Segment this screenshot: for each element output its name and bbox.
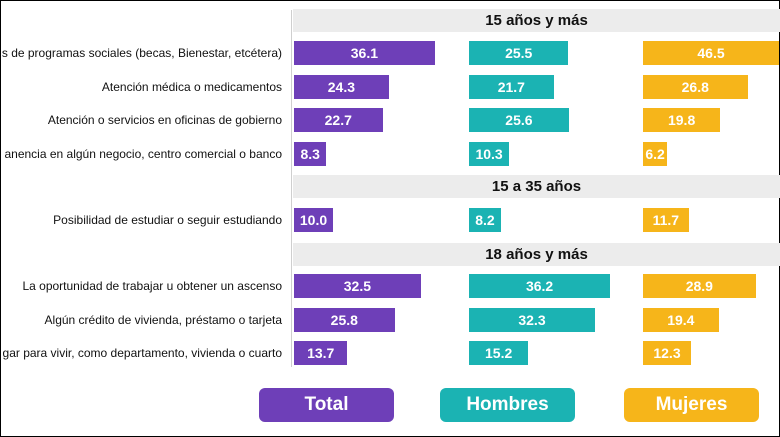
bar-total-g2-r1: 25.8 bbox=[294, 308, 395, 332]
row-label-credito: Algún crédito de vivienda, préstamo o ta… bbox=[44, 313, 282, 327]
row-label-vivienda: gar para vivir, como departamento, vivie… bbox=[2, 346, 282, 360]
bar-mujeres-g0-r2: 19.8 bbox=[643, 108, 721, 132]
bar-mujeres-g2-r0: 28.9 bbox=[643, 274, 756, 298]
bar-hombres-g2-r2: 15.2 bbox=[469, 341, 529, 365]
group-header-15-mas: 15 años y más bbox=[293, 9, 780, 32]
bar-hombres-g0-r1: 21.7 bbox=[469, 75, 554, 99]
bar-hombres-g0-r2: 25.6 bbox=[469, 108, 569, 132]
label-divider bbox=[291, 10, 292, 367]
group-header-18-mas: 18 años y más bbox=[293, 243, 780, 266]
bar-total-g2-r2: 13.7 bbox=[294, 341, 348, 365]
bar-mujeres-g0-r0: 46.5 bbox=[643, 41, 779, 65]
bar-total-g0-r2: 22.7 bbox=[294, 108, 383, 132]
legend-hombres: Hombres bbox=[440, 388, 575, 422]
bar-hombres-g2-r1: 32.3 bbox=[469, 308, 595, 332]
row-label-negocio-banco: anencia en algún negocio, centro comerci… bbox=[4, 147, 282, 161]
legend-total: Total bbox=[259, 388, 394, 422]
row-label-oficinas-gobierno: Atención o servicios en oficinas de gobi… bbox=[47, 113, 282, 127]
bar-hombres-g2-r0: 36.2 bbox=[469, 274, 611, 298]
bar-mujeres-g2-r2: 12.3 bbox=[643, 341, 691, 365]
bar-mujeres-g1-r0: 11.7 bbox=[643, 208, 689, 232]
bar-mujeres-g0-r3: 6.2 bbox=[643, 142, 668, 166]
bar-total-g0-r3: 8.3 bbox=[294, 142, 327, 166]
row-label-atencion-medica: Atención médica o medicamentos bbox=[101, 80, 282, 94]
legend-mujeres: Mujeres bbox=[624, 388, 759, 422]
bar-total-g2-r0: 32.5 bbox=[294, 274, 421, 298]
group-header-15-35: 15 a 35 años bbox=[293, 175, 780, 198]
bar-total-g1-r0: 10.0 bbox=[294, 208, 333, 232]
bar-hombres-g1-r0: 8.2 bbox=[469, 208, 501, 232]
row-label-trabajar: La oportunidad de trabajar u obtener un … bbox=[22, 279, 282, 293]
bar-total-g0-r0: 36.1 bbox=[294, 41, 435, 65]
bar-hombres-g0-r0: 25.5 bbox=[469, 41, 569, 65]
bar-hombres-g0-r3: 10.3 bbox=[469, 142, 510, 166]
bar-mujeres-g2-r1: 19.4 bbox=[643, 308, 719, 332]
row-label-estudiar: Posibilidad de estudiar o seguir estudia… bbox=[53, 213, 282, 227]
bar-mujeres-g0-r1: 26.8 bbox=[643, 75, 748, 99]
bar-total-g0-r1: 24.3 bbox=[294, 75, 389, 99]
row-label-programas-sociales: s de programas sociales (becas, Bienesta… bbox=[1, 46, 282, 60]
